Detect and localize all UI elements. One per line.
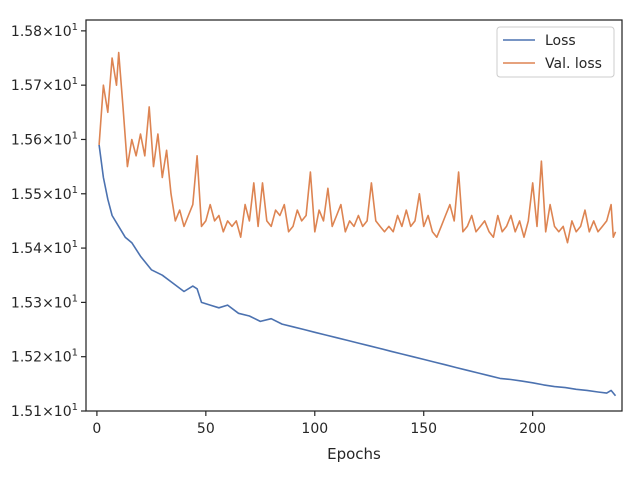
x-tick-label: 150 <box>410 421 437 437</box>
x-tick-label: 200 <box>519 421 546 437</box>
x-axis-ticks: 0 50 100 150 200 <box>92 411 546 437</box>
x-tick-label: 100 <box>301 421 328 437</box>
y-tick-label: 1.53×101 <box>11 293 78 311</box>
x-tick-label: 50 <box>197 421 215 437</box>
y-tick-label: 1.51×101 <box>11 402 78 420</box>
y-tick-label: 1.57×101 <box>11 76 78 94</box>
x-axis-label: Epochs <box>327 445 381 463</box>
y-tick-label: 1.54×101 <box>11 239 78 257</box>
legend-label-val-loss: Val. loss <box>545 56 602 72</box>
y-tick-label: 1.55×101 <box>11 185 78 203</box>
legend: Loss Val. loss <box>496 26 615 78</box>
plot-frame <box>85 19 623 412</box>
series-line-loss <box>98 144 617 397</box>
y-tick-label: 1.56×101 <box>11 130 78 148</box>
series-line-val-loss <box>98 51 617 244</box>
series-layer <box>98 51 617 397</box>
y-tick-label: 1.58×101 <box>11 22 78 40</box>
y-axis-ticks: 1.51×101 1.52×101 1.53×101 1.54×101 1.55×101… <box>11 22 86 420</box>
x-tick-label: 0 <box>92 421 101 437</box>
legend-label-loss: Loss <box>545 33 576 49</box>
y-tick-label: 1.52×101 <box>11 348 78 366</box>
